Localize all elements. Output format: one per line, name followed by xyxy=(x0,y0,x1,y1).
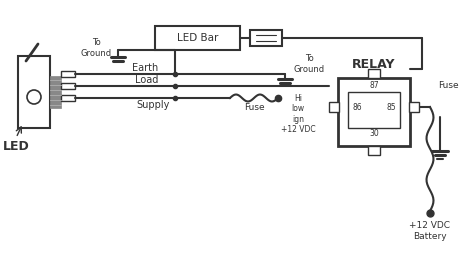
Bar xyxy=(61,95,75,101)
Bar xyxy=(250,30,282,46)
Text: Hi
low
ign
+12 VDC: Hi low ign +12 VDC xyxy=(281,94,315,134)
Text: Supply: Supply xyxy=(137,100,170,110)
Bar xyxy=(348,92,400,128)
Bar xyxy=(61,83,75,89)
Text: +12 VDC
Battery: +12 VDC Battery xyxy=(410,221,450,241)
Text: Fuse: Fuse xyxy=(438,81,458,89)
Bar xyxy=(61,71,75,77)
Text: To
Ground: To Ground xyxy=(81,38,111,58)
Bar xyxy=(409,102,419,112)
Text: Fuse: Fuse xyxy=(244,103,264,113)
Bar xyxy=(368,146,380,155)
Text: LED: LED xyxy=(3,139,29,152)
Text: 87: 87 xyxy=(369,81,379,89)
Text: LED Bar: LED Bar xyxy=(177,33,218,43)
Bar xyxy=(329,102,339,112)
Text: 86: 86 xyxy=(352,103,362,113)
Text: Load: Load xyxy=(135,75,159,85)
Bar xyxy=(368,69,380,78)
Text: 85: 85 xyxy=(386,103,396,113)
Text: To
Ground: To Ground xyxy=(293,54,325,74)
Bar xyxy=(155,26,240,50)
Text: RELAY: RELAY xyxy=(352,57,396,70)
Text: 30: 30 xyxy=(369,130,379,139)
Bar xyxy=(50,76,61,108)
Text: Earth: Earth xyxy=(132,63,158,73)
Bar xyxy=(18,56,50,128)
Bar xyxy=(338,78,410,146)
